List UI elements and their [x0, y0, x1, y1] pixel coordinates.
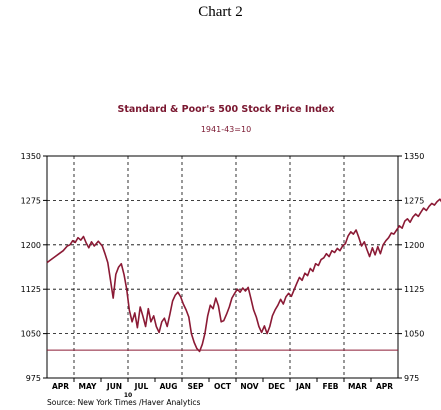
- plot-frame: [46, 155, 399, 379]
- series-line: [46, 198, 441, 353]
- x-tick-label: MAR: [348, 382, 367, 391]
- x-tick-label: NOV: [240, 382, 258, 391]
- y-tick-label-right: 1200: [404, 241, 424, 250]
- x-tick-label: JAN: [295, 382, 311, 391]
- x-tick-label: AUG: [160, 382, 178, 391]
- x-tick-label: OCT: [214, 382, 232, 391]
- x-tick-label: FEB: [323, 382, 339, 391]
- x-tick-label: JUL: [134, 382, 149, 391]
- x-tick-label: APR: [376, 382, 393, 391]
- y-tick-label-left: 975: [26, 374, 41, 383]
- x-tick-label: DEC: [268, 382, 285, 391]
- source-note: Source: New York Times /Haver Analytics: [47, 398, 200, 407]
- page-heading: Chart 2: [198, 4, 243, 20]
- chart-title: Standard & Poor's 500 Stock Price Index: [118, 104, 335, 115]
- gridlines: [47, 156, 398, 378]
- chart-subtitle: 1941-43=10: [201, 125, 251, 134]
- y-tick-label-right: 1275: [404, 196, 424, 205]
- y-tick-label-right: 1125: [404, 285, 424, 294]
- y-tick-label-left: 1125: [21, 285, 41, 294]
- y-tick-label-right: 975: [404, 374, 419, 383]
- y-tick-label-left: 1050: [21, 330, 41, 339]
- y-tick-label-right: 1050: [404, 330, 424, 339]
- y-tick-label-left: 1200: [21, 241, 41, 250]
- x-tick-label: JUN: [106, 382, 122, 391]
- x-sublabel: 10: [124, 392, 132, 399]
- axes: 1350 1350 1275 1275 1200 1200 1125 1125 1050 1050…: [21, 152, 425, 399]
- y-tick-label-left: 1275: [21, 196, 41, 205]
- x-tick-label: MAY: [79, 382, 98, 391]
- x-tick-label: SEP: [187, 382, 204, 391]
- x-tick-label: APR: [52, 382, 69, 391]
- y-tick-label-right: 1350: [404, 152, 424, 161]
- y-tick-label-left: 1350: [21, 152, 41, 161]
